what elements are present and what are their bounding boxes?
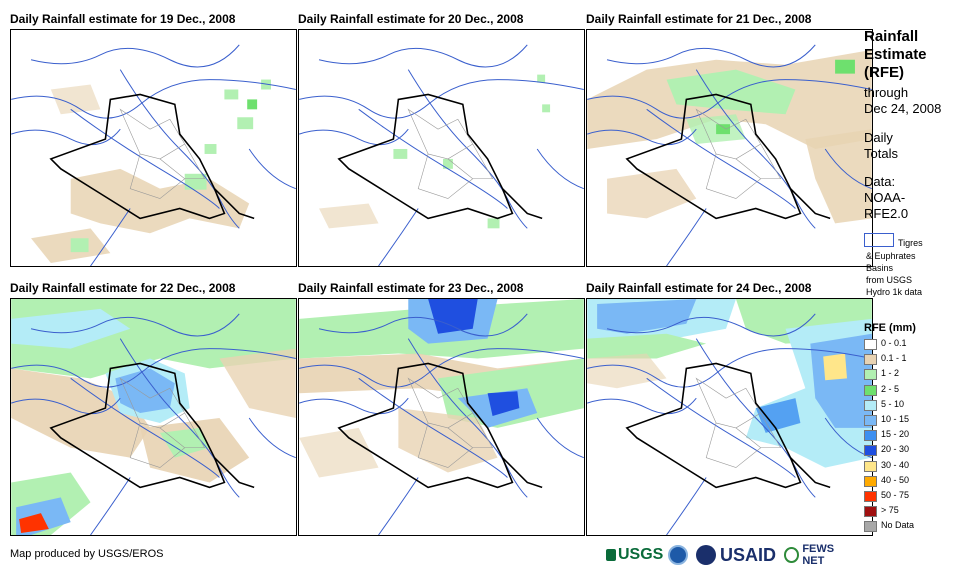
admin-boundaries xyxy=(695,108,782,199)
fews-logo-text: FEWS NET xyxy=(802,543,835,567)
rfe-class-label: > 75 xyxy=(881,505,899,516)
map-22-svg xyxy=(11,299,296,535)
admin-boundaries xyxy=(119,108,206,199)
agency-logos: USGS USAID FEWS NET xyxy=(606,542,856,568)
map-20-svg xyxy=(299,44,584,266)
map-24-svg xyxy=(587,299,872,535)
admin-boundaries xyxy=(695,377,782,468)
legend-daily: Daily xyxy=(864,130,893,145)
map-panel-24 xyxy=(586,298,873,536)
river-network xyxy=(11,44,296,266)
legend-title-line-1: Rainfall xyxy=(864,28,919,45)
rfe-class-label: 0.1 - 1 xyxy=(881,353,907,364)
map-credit: Map produced by USGS/EROS xyxy=(10,548,164,560)
rfe-class-label: 0 - 0.1 xyxy=(881,338,907,348)
rfe-class-swatch xyxy=(864,475,877,487)
map-panel-20 xyxy=(298,29,585,267)
map-panel-21 xyxy=(586,29,873,267)
legend-totals: Totals xyxy=(864,146,898,161)
legend-title: Rainfall Estimate (RFE) xyxy=(864,28,927,82)
rfe-class-label: 30 - 40 xyxy=(881,459,910,470)
river-network xyxy=(299,313,584,535)
rfe-class-swatch xyxy=(864,354,877,366)
rfe-class-swatch xyxy=(864,460,877,472)
basin-line-4: from USGS xyxy=(866,275,913,285)
country-border xyxy=(337,93,543,220)
rfe-class-label: No Data xyxy=(881,520,915,531)
rfe-units-label: RFE (mm) xyxy=(864,322,916,334)
country-border xyxy=(337,362,543,489)
rfe-class-label: 2 - 5 xyxy=(881,383,900,394)
admin-boundaries xyxy=(119,377,206,468)
admin-boundaries xyxy=(407,377,494,468)
rfe-class-swatch xyxy=(864,445,877,457)
rainfall-layer xyxy=(587,49,872,224)
rfe-class-swatch xyxy=(864,339,877,350)
legend-data-source-2: RFE2.0 xyxy=(864,206,909,221)
rfe-class-swatch xyxy=(864,369,877,381)
map-panel-23 xyxy=(298,298,585,536)
basin-line-3: Basins xyxy=(866,263,894,273)
rfe-class-swatch xyxy=(864,384,877,396)
rfe-class-swatch xyxy=(864,521,877,533)
basin-swatch xyxy=(864,233,894,247)
country-border xyxy=(49,93,255,220)
usgs-logo-text: USGS xyxy=(618,546,664,563)
rfe-class-swatch xyxy=(864,430,877,442)
rfe-class-label: 40 - 50 xyxy=(881,474,910,485)
basin-line-1: Tigres xyxy=(898,238,923,248)
legend-data-source-1: NOAA- xyxy=(864,190,906,205)
fews-logo: FEWS NET xyxy=(784,542,856,568)
usaid-logo-text: USAID xyxy=(720,544,777,565)
rfe-class-swatch xyxy=(864,399,877,411)
rfe-class-label: 50 - 75 xyxy=(881,490,910,500)
rfe-class-swatch xyxy=(864,491,877,502)
country-border xyxy=(49,362,255,489)
legend-data-label: Data: xyxy=(864,174,896,189)
fews-globe-icon xyxy=(784,547,800,563)
rfe-class-swatch xyxy=(864,506,877,518)
panel-title-23: Daily Rainfall estimate for 23 Dec., 200… xyxy=(298,281,524,295)
usgs-logo: USGS xyxy=(606,542,663,568)
basin-line-5: Hydro 1k data xyxy=(866,287,923,297)
panel-title-20: Daily Rainfall estimate for 20 Dec., 200… xyxy=(298,12,524,26)
legend-through: through xyxy=(864,85,909,100)
panel-title-19: Daily Rainfall estimate for 19 Dec., 200… xyxy=(10,12,236,26)
rfe-class-label: 10 - 15 xyxy=(881,414,910,424)
rainfall-layer xyxy=(299,299,584,478)
rainfall-layer xyxy=(31,79,272,264)
rfe-class-swatch xyxy=(864,415,877,426)
panel-title-24: Daily Rainfall estimate for 24 Dec., 200… xyxy=(586,281,812,295)
rainfall-layer xyxy=(587,299,872,468)
country-border xyxy=(625,93,831,220)
legend-title-line-3: (RFE) xyxy=(864,64,904,81)
map-panel-22 xyxy=(10,298,297,536)
map-21-svg xyxy=(587,44,872,266)
rfe-class-label: 1 - 2 xyxy=(881,368,900,379)
rfe-class-label: 5 - 10 xyxy=(881,398,905,409)
panel-title-21: Daily Rainfall estimate for 21 Dec., 200… xyxy=(586,12,812,26)
legend-date: Dec 24, 2008 xyxy=(864,101,942,116)
noaa-logo-icon xyxy=(668,542,688,568)
usgs-logo-wave-icon xyxy=(606,549,616,561)
map-19-svg xyxy=(11,44,296,266)
rainfall-layer xyxy=(319,74,551,229)
rainfall-layer xyxy=(11,299,296,535)
usaid-seal-icon xyxy=(696,545,716,565)
river-network xyxy=(299,44,584,266)
usaid-logo: USAID xyxy=(696,542,776,568)
admin-boundaries xyxy=(407,108,494,199)
panel-title-22: Daily Rainfall estimate for 22 Dec., 200… xyxy=(10,281,236,295)
map-23-svg xyxy=(299,299,584,535)
country-border xyxy=(625,362,831,489)
rfe-class-label: 20 - 30 xyxy=(881,444,910,455)
legend-title-line-2: Estimate xyxy=(864,46,927,63)
basin-line-2: & Euphrates xyxy=(866,251,916,261)
map-panel-19 xyxy=(10,29,297,267)
rfe-class-label: 15 - 20 xyxy=(881,429,910,440)
